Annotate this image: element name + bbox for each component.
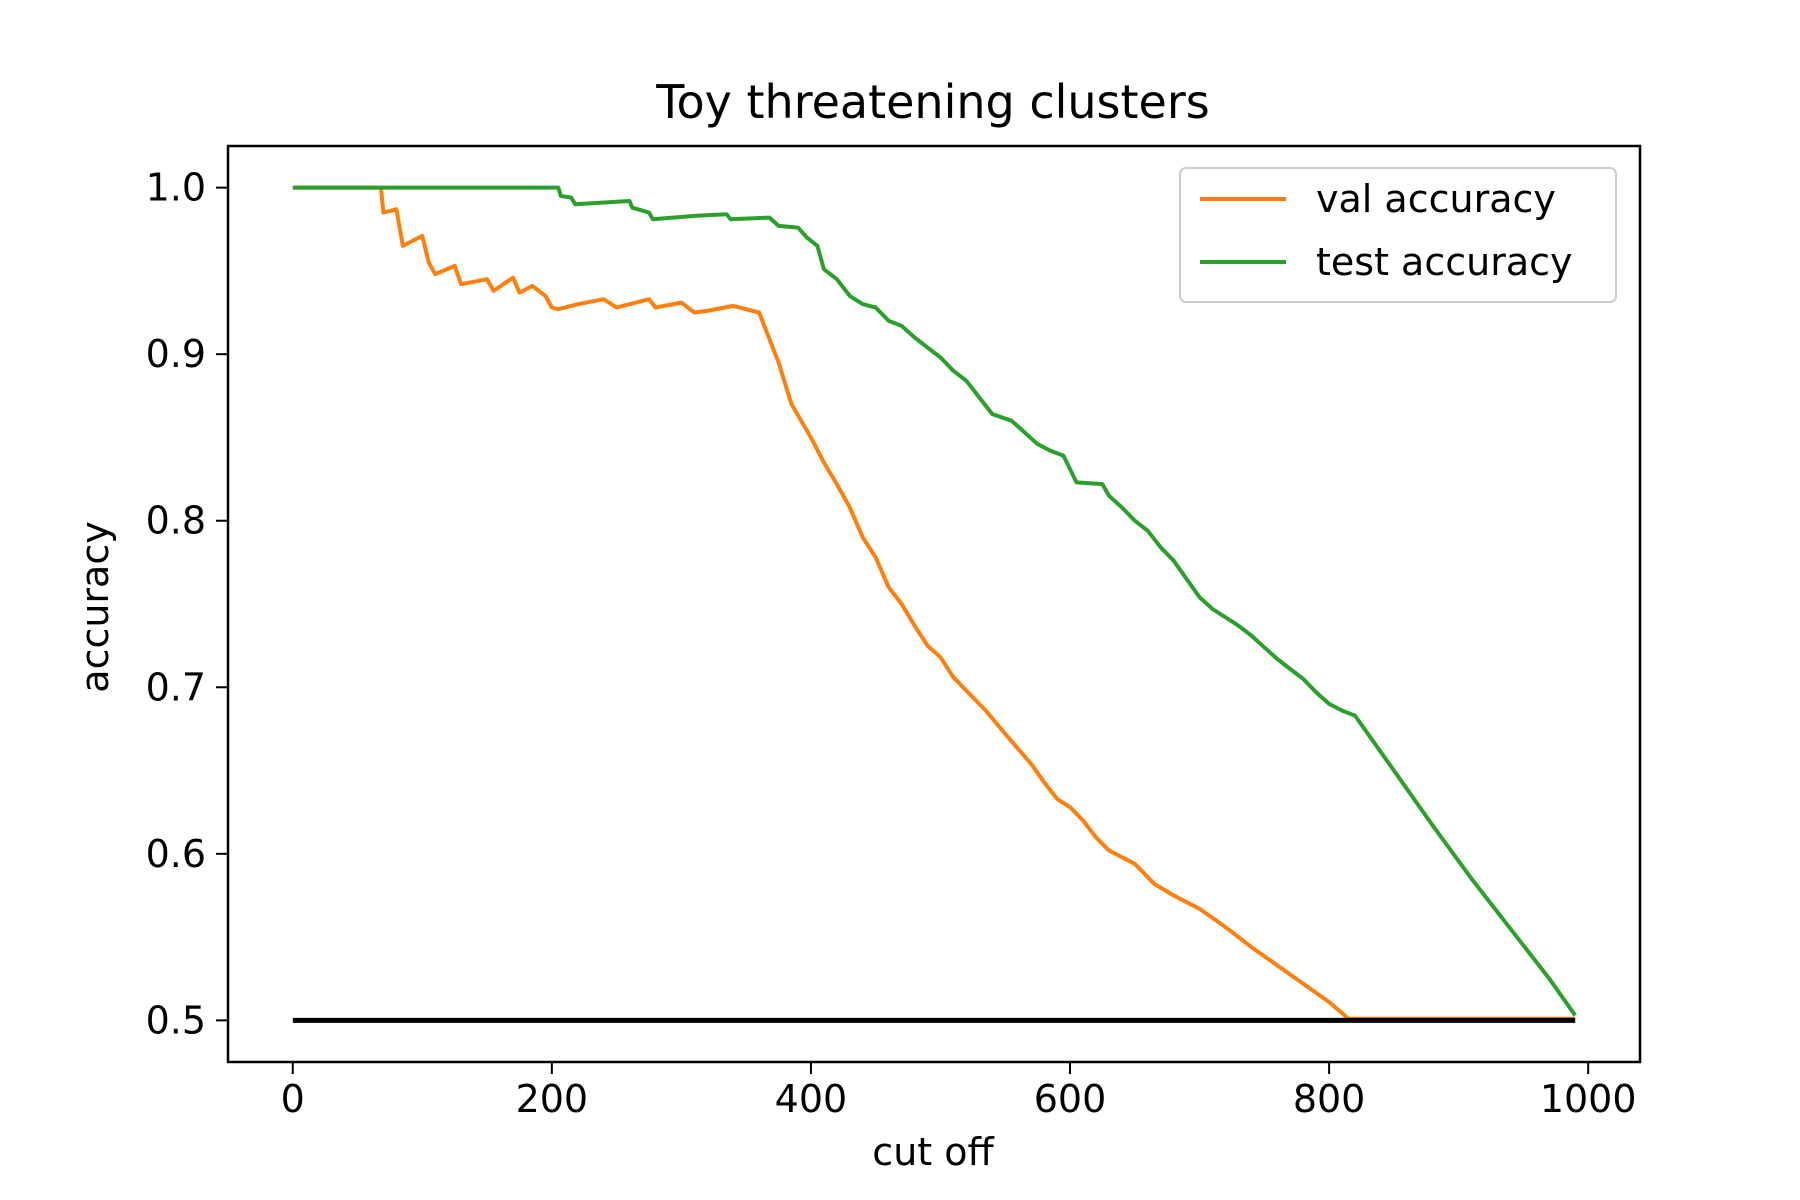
x-tick-label: 800 <box>1293 1077 1366 1121</box>
legend: val accuracy test accuracy <box>1179 167 1617 303</box>
y-tick-label: 0.7 <box>146 665 206 709</box>
chart-title: Toy threatening clusters <box>655 75 1210 129</box>
y-tick-label: 0.8 <box>146 499 206 543</box>
y-axis-ticks: 0.5 0.6 0.7 0.8 0.9 1.0 <box>146 166 228 1042</box>
legend-label-val-accuracy: val accuracy <box>1316 177 1556 221</box>
y-axis-label: accuracy <box>73 521 117 692</box>
y-tick-label: 1.0 <box>146 166 206 210</box>
series-line-val-accuracy <box>292 185 1576 1021</box>
x-tick-label: 1000 <box>1540 1077 1637 1121</box>
y-tick-label: 0.5 <box>146 998 206 1042</box>
x-tick-label: 200 <box>516 1077 589 1121</box>
y-tick-label: 0.6 <box>146 832 206 876</box>
x-tick-label: 600 <box>1034 1077 1107 1121</box>
x-axis-ticks: 0 200 400 600 800 1000 <box>281 1062 1637 1121</box>
x-tick-label: 0 <box>281 1077 305 1121</box>
y-tick-label: 0.9 <box>146 332 206 376</box>
plot-area-frame <box>226 144 1642 1064</box>
x-tick-label: 400 <box>775 1077 848 1121</box>
series-layer <box>292 185 1577 1023</box>
series-line-test-accuracy <box>292 185 1577 1017</box>
legend-label-test-accuracy: test accuracy <box>1316 240 1573 284</box>
legend-box <box>1179 167 1617 303</box>
x-axis-label: cut off <box>872 1130 994 1174</box>
